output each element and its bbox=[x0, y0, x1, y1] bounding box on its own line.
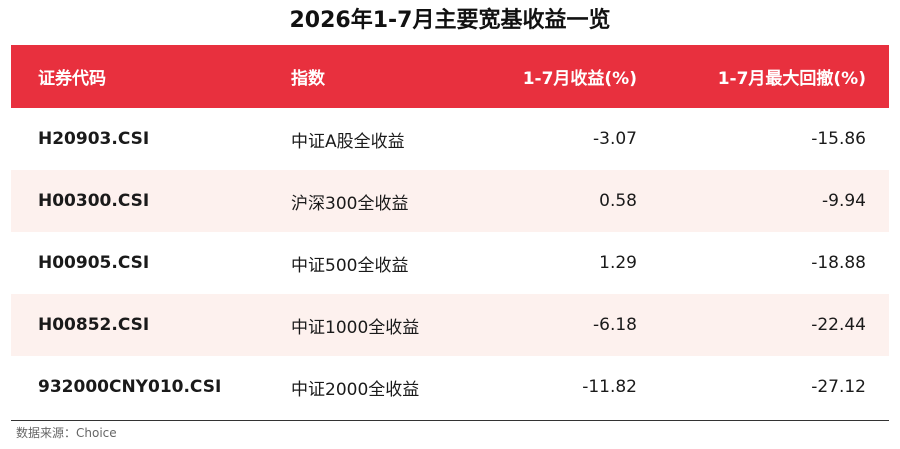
cell-index-name: 中证A股全收益 bbox=[291, 131, 405, 152]
table-row: 932000CNY010.CSI 中证2000全收益 -11.82 -27.12 bbox=[11, 356, 889, 418]
table-row: H00300.CSI 沪深300全收益 0.58 -9.94 bbox=[11, 170, 889, 232]
table-header-row: 证券代码 指数 1-7月收益(%) 1-7月最大回撤(%) bbox=[11, 45, 889, 108]
returns-table: 证券代码 指数 1-7月收益(%) 1-7月最大回撤(%) H20903.CSI… bbox=[11, 45, 889, 418]
cell-return: -11.82 bbox=[582, 377, 637, 397]
table-row: H00905.CSI 中证500全收益 1.29 -18.88 bbox=[11, 232, 889, 294]
cell-code: H20903.CSI bbox=[38, 129, 150, 149]
cell-drawdown: -18.88 bbox=[811, 253, 866, 273]
cell-drawdown: -15.86 bbox=[811, 129, 866, 149]
cell-return: 1.29 bbox=[599, 253, 637, 273]
column-header-drawdown: 1-7月最大回撤(%) bbox=[717, 69, 866, 89]
cell-return: 0.58 bbox=[599, 191, 637, 211]
cell-index-name: 中证1000全收益 bbox=[291, 317, 420, 338]
cell-drawdown: -27.12 bbox=[811, 377, 866, 397]
cell-return: -3.07 bbox=[593, 129, 637, 149]
cell-index-name: 中证2000全收益 bbox=[291, 379, 420, 400]
cell-code: H00300.CSI bbox=[38, 191, 150, 211]
column-header-code: 证券代码 bbox=[38, 69, 106, 89]
bottom-divider bbox=[11, 420, 889, 421]
cell-drawdown: -22.44 bbox=[811, 315, 866, 335]
cell-code: 932000CNY010.CSI bbox=[38, 377, 222, 397]
column-header-return: 1-7月收益(%) bbox=[522, 69, 637, 89]
cell-code: H00905.CSI bbox=[38, 253, 150, 273]
table-row: H20903.CSI 中证A股全收益 -3.07 -15.86 bbox=[11, 108, 889, 170]
cell-drawdown: -9.94 bbox=[822, 191, 866, 211]
source-note: 数据来源：Choice bbox=[16, 426, 117, 440]
cell-code: H00852.CSI bbox=[38, 315, 150, 335]
cell-index-name: 沪深300全收益 bbox=[291, 193, 409, 214]
chart-title: 2026年1-7月主要宽基收益一览 bbox=[289, 8, 611, 33]
cell-return: -6.18 bbox=[593, 315, 637, 335]
column-header-index: 指数 bbox=[291, 69, 325, 89]
table-row: H00852.CSI 中证1000全收益 -6.18 -22.44 bbox=[11, 294, 889, 356]
cell-index-name: 中证500全收益 bbox=[291, 255, 409, 276]
